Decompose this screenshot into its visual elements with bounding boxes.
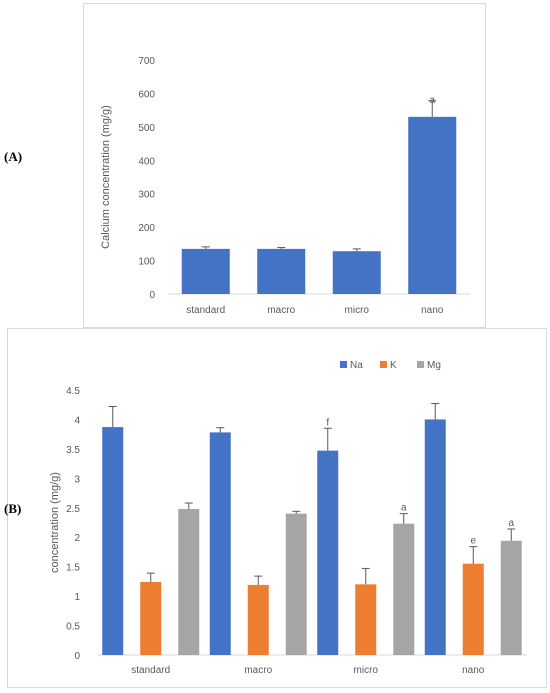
chart-a-bar <box>257 248 306 294</box>
chart-b-ytick-label: 3 <box>74 474 80 485</box>
legend-swatch-mg <box>417 361 424 368</box>
chart-b-ylabel: concentration (mg/g) <box>49 472 61 573</box>
chart-b-xtick-label: macro <box>244 665 272 676</box>
chart-a-bar <box>181 248 230 294</box>
legend-label-mg: Mg <box>427 360 441 371</box>
chart-b-ytick-label: 4.5 <box>66 386 80 397</box>
chart-b-bar-na <box>424 419 446 655</box>
chart-b-bar-mg <box>178 508 200 655</box>
chart-b-annotation: a <box>508 518 514 529</box>
chart-b-xtick-label: micro <box>354 665 379 676</box>
legend-label-na: Na <box>350 360 363 371</box>
chart-b-annotation: f <box>326 417 329 428</box>
chart-b-ytick-label: 0 <box>74 651 80 662</box>
chart-a-ytick-label: 600 <box>138 89 155 100</box>
chart-b-ytick-label: 4 <box>74 415 80 426</box>
panel-label-b: (B) <box>4 501 22 516</box>
chart-a-annotation: a <box>429 95 435 106</box>
chart-a-ytick-label: 200 <box>138 223 155 234</box>
chart-b-bar-mg <box>393 523 415 655</box>
chart-b-xtick-label: nano <box>462 665 485 676</box>
legend-label-k: K <box>390 360 397 371</box>
chart-b-bar-k <box>140 581 162 655</box>
chart-b-annotation: e <box>470 536 476 547</box>
chart-b-bar-k <box>247 584 269 655</box>
chart-b-ytick-label: 2.5 <box>66 504 80 515</box>
chart-a-ytick-label: 400 <box>138 156 155 167</box>
chart-a-xtick-label: standard <box>186 305 225 316</box>
chart-b-bar-na <box>317 450 339 655</box>
chart-a-ytick-label: 500 <box>138 123 155 134</box>
chart-b-frame <box>7 328 547 688</box>
chart-a-ylabel: Calcium concentration (mg/g) <box>100 105 112 249</box>
legend-swatch-k <box>380 361 387 368</box>
chart-b-bar-na <box>209 432 231 655</box>
legend-swatch-na <box>340 361 347 368</box>
chart-a-ytick-label: 0 <box>149 290 155 301</box>
chart-a-ytick-label: 700 <box>138 56 155 67</box>
chart-a-bar <box>408 116 457 294</box>
chart-b-bar-mg <box>500 540 522 655</box>
chart-b-bar-k <box>355 584 377 655</box>
chart-a-ytick-label: 100 <box>138 257 155 268</box>
chart-a-ytick-label: 300 <box>138 190 155 201</box>
chart-a-xtick-label: micro <box>345 305 370 316</box>
chart-a-xtick-label: nano <box>421 305 444 316</box>
chart-b-ytick-label: 1.5 <box>66 563 80 574</box>
chart-a-xtick-label: macro <box>267 305 295 316</box>
chart-b-ytick-label: 2 <box>74 533 80 544</box>
chart-b-annotation: a <box>401 503 407 514</box>
chart-b-ytick-label: 3.5 <box>66 445 80 456</box>
chart-b-bar-mg <box>285 513 307 655</box>
chart-b-ytick-label: 1 <box>74 592 80 603</box>
panel-label-a: (A) <box>4 149 23 164</box>
chart-b-bar-na <box>102 427 124 655</box>
chart-b-ytick-label: 0.5 <box>66 622 80 633</box>
chart-b-bar-k <box>462 563 484 655</box>
chart-a-bar <box>332 251 381 294</box>
chart-b-xtick-label: standard <box>131 665 170 676</box>
